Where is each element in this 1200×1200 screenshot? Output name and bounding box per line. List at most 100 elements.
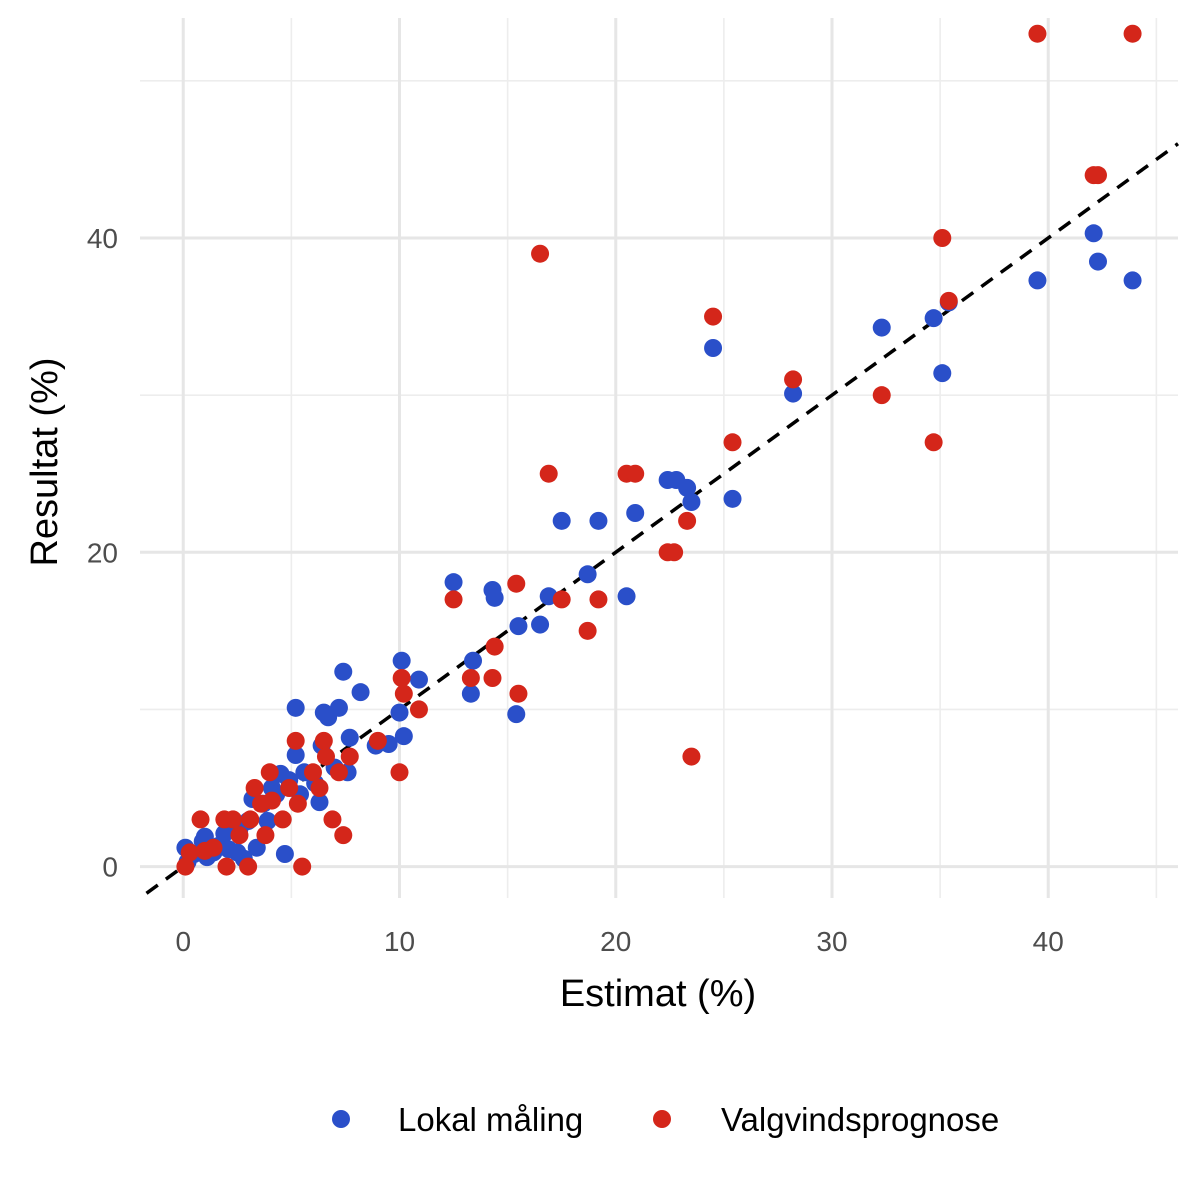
x-tick-label: 0 (175, 926, 191, 957)
grid (140, 18, 1178, 898)
y-axis-title: Resultat (%) (24, 357, 66, 566)
data-point-valgvindsprognose (665, 543, 684, 562)
data-point-valgvindsprognose (223, 810, 242, 829)
data-point-lokal-maling (461, 684, 480, 703)
data-point-lokal-maling (617, 587, 636, 606)
data-point-lokal-maling (704, 339, 723, 357)
data-point-lokal-maling (1088, 252, 1107, 271)
legend-marker-lokal-maling (332, 1110, 350, 1128)
data-point-lokal-maling (682, 493, 701, 511)
x-tick-label: 20 (600, 926, 631, 957)
data-point-valgvindsprognose (390, 763, 409, 782)
data-point-valgvindsprognose (924, 433, 943, 452)
data-point-lokal-maling (464, 651, 483, 670)
data-point-lokal-maling (390, 703, 409, 722)
y-tick-label: 0 (102, 852, 118, 883)
data-point-valgvindsprognose (394, 684, 413, 703)
data-point-valgvindsprognose (392, 669, 411, 687)
data-point-lokal-maling (933, 364, 952, 383)
data-point-valgvindsprognose (304, 763, 322, 782)
data-point-valgvindsprognose (310, 779, 329, 797)
data-point-valgvindsprognose (872, 386, 891, 405)
data-point-lokal-maling (578, 565, 597, 584)
data-point-lokal-maling (531, 615, 550, 634)
x-axis-ticks: 0 10 20 30 40 (175, 926, 1063, 957)
data-point-lokal-maling (444, 573, 463, 592)
data-point-valgvindsprognose (1123, 24, 1142, 43)
data-point-lokal-maling (485, 588, 504, 607)
x-tick-label: 10 (384, 926, 415, 957)
data-point-valgvindsprognose (626, 464, 645, 483)
data-point-valgvindsprognose (1028, 24, 1047, 43)
data-point-valgvindsprognose (262, 791, 281, 810)
data-point-valgvindsprognose (682, 747, 701, 766)
data-point-lokal-maling (626, 504, 645, 522)
data-point-valgvindsprognose (191, 810, 210, 829)
data-point-lokal-maling (1028, 271, 1047, 290)
data-point-lokal-maling (924, 309, 943, 328)
data-point-valgvindsprognose (723, 433, 742, 452)
y-axis-ticks: 0 20 40 (87, 223, 118, 883)
data-point-valgvindsprognose (239, 857, 258, 876)
data-point-valgvindsprognose (204, 838, 223, 857)
x-tick-label: 40 (1033, 926, 1064, 957)
data-point-lokal-maling (509, 617, 528, 636)
data-point-lokal-maling (310, 793, 329, 812)
data-point-lokal-maling (351, 683, 370, 702)
legend-marker-valgvindsprognose (653, 1110, 671, 1128)
data-point-valgvindsprognose (483, 669, 502, 687)
data-point-valgvindsprognose (217, 857, 236, 876)
data-point-valgvindsprognose (260, 763, 279, 782)
data-point-lokal-maling (552, 511, 571, 530)
data-point-lokal-maling (286, 746, 305, 764)
x-axis-title: Estimat (%) (560, 973, 756, 1015)
data-point-valgvindsprognose (314, 731, 333, 750)
data-point-lokal-maling (247, 838, 266, 857)
data-point-valgvindsprognose (539, 464, 558, 483)
y-tick-label: 40 (87, 223, 118, 254)
data-point-lokal-maling (409, 670, 428, 689)
legend-label-lokal-maling: Lokal måling (398, 1101, 583, 1138)
data-point-lokal-maling (784, 384, 803, 403)
reference-line-layer (145, 142, 1180, 895)
data-point-valgvindsprognose (256, 826, 275, 845)
data-point-lokal-maling (507, 705, 526, 724)
data-point-valgvindsprognose (176, 857, 195, 876)
data-point-valgvindsprognose (939, 291, 958, 310)
data-point-valgvindsprognose (286, 731, 305, 750)
data-point-valgvindsprognose (409, 700, 428, 719)
data-point-lokal-maling (589, 511, 608, 530)
data-point-valgvindsprognose (552, 590, 571, 609)
data-point-lokal-maling (329, 698, 348, 717)
data-point-valgvindsprognose (507, 574, 526, 593)
data-point-valgvindsprognose (245, 779, 264, 797)
data-point-valgvindsprognose (589, 590, 608, 609)
data-point-valgvindsprognose (704, 307, 723, 326)
y-tick-label: 20 (87, 537, 118, 568)
data-point-valgvindsprognose (230, 826, 249, 845)
legend-label-valgvindsprognose: Valgvindsprognose (721, 1101, 999, 1138)
data-point-valgvindsprognose (293, 857, 312, 876)
legend: Lokal måling Valgvindsprognose (332, 1101, 999, 1138)
data-point-valgvindsprognose (329, 763, 348, 782)
x-tick-label: 30 (816, 926, 847, 957)
data-point-lokal-maling (286, 698, 305, 717)
data-point-valgvindsprognose (180, 843, 199, 862)
data-point-valgvindsprognose (316, 747, 335, 766)
data-point-lokal-maling (340, 728, 359, 747)
data-point-valgvindsprognose (461, 669, 480, 687)
data-point-valgvindsprognose (784, 370, 803, 389)
data-point-valgvindsprognose (444, 590, 463, 609)
identity-reference-line (145, 142, 1180, 895)
data-point-lokal-maling (678, 478, 697, 497)
data-point-lokal-maling (872, 318, 891, 337)
data-point-lokal-maling (394, 727, 413, 746)
data-point-valgvindsprognose (323, 810, 342, 829)
data-point-valgvindsprognose (334, 826, 353, 845)
data-point-lokal-maling (275, 845, 294, 863)
data-point-valgvindsprognose (280, 779, 299, 797)
data-point-valgvindsprognose (273, 810, 292, 829)
data-point-valgvindsprognose (578, 621, 597, 640)
data-points (176, 24, 1142, 876)
